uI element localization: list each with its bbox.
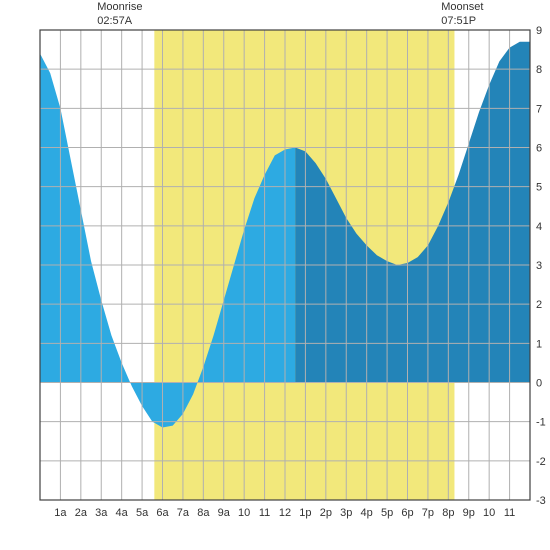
x-tick-label: 6p	[401, 507, 413, 519]
x-tick-label: 5p	[381, 507, 393, 519]
moonset-annotation: Moonset 07:51P	[441, 1, 483, 29]
y-tick-label: 9	[536, 25, 542, 37]
x-tick-label: 7p	[422, 507, 434, 519]
x-tick-label: 8p	[442, 507, 454, 519]
chart-svg: -3-2-101234567891a2a3a4a5a6a7a8a9a101112…	[0, 0, 550, 550]
x-tick-label: 4p	[361, 507, 373, 519]
x-tick-label: 12	[279, 507, 291, 519]
moonset-time: 07:51P	[441, 15, 483, 29]
y-tick-label: -1	[536, 417, 546, 429]
x-tick-label: 7a	[177, 507, 190, 519]
y-tick-label: 3	[536, 260, 542, 272]
moonrise-title: Moonrise	[97, 1, 142, 15]
moonset-title: Moonset	[441, 1, 483, 15]
x-tick-label: 2a	[75, 507, 88, 519]
x-tick-label: 3p	[340, 507, 352, 519]
x-tick-label: 10	[483, 507, 495, 519]
y-tick-label: 8	[536, 64, 542, 76]
x-tick-label: 5a	[136, 507, 149, 519]
y-tick-label: 2	[536, 299, 542, 311]
moonrise-annotation: Moonrise 02:57A	[97, 1, 142, 29]
y-tick-label: -3	[536, 495, 546, 507]
y-tick-label: 7	[536, 103, 542, 115]
y-tick-label: -2	[536, 456, 546, 468]
x-tick-label: 2p	[320, 507, 332, 519]
moonrise-time: 02:57A	[97, 15, 142, 29]
y-tick-label: 1	[536, 338, 542, 350]
tide-chart: Moonrise 02:57A Moonset 07:51P -3-2-1012…	[0, 0, 550, 550]
x-tick-label: 8a	[197, 507, 210, 519]
x-tick-label: 10	[238, 507, 250, 519]
y-tick-label: 0	[536, 378, 542, 390]
x-tick-label: 4a	[116, 507, 129, 519]
x-tick-label: 9a	[218, 507, 231, 519]
y-tick-label: 6	[536, 143, 542, 155]
x-tick-label: 3a	[95, 507, 108, 519]
x-tick-label: 9p	[463, 507, 475, 519]
x-tick-label: 1p	[299, 507, 311, 519]
y-tick-label: 5	[536, 182, 542, 194]
x-tick-label: 6a	[156, 507, 169, 519]
x-tick-label: 11	[504, 507, 515, 519]
x-tick-label: 1a	[54, 507, 67, 519]
x-tick-label: 11	[259, 507, 270, 519]
y-tick-label: 4	[536, 221, 542, 233]
